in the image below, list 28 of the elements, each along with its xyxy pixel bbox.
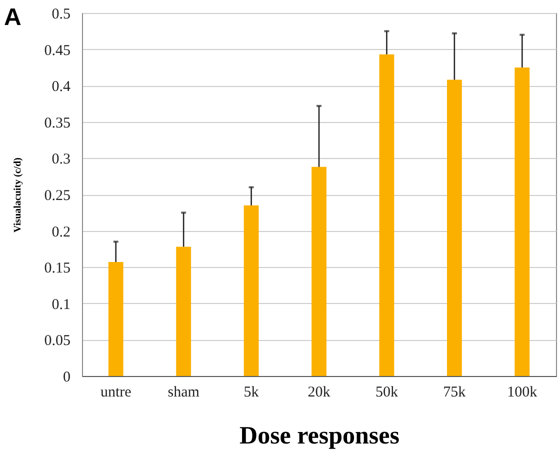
y-axis-title: Visualacuity (c/d) (12, 158, 24, 232)
y-tick-label: 0.15 (44, 260, 70, 277)
bar (176, 246, 192, 376)
y-tick-label: 0.35 (44, 115, 70, 132)
y-tick-label: 0.45 (44, 42, 70, 59)
y-tick-label: 0.4 (52, 79, 71, 96)
x-tick-label: 100k (507, 384, 538, 400)
y-tick-label: 0.25 (44, 188, 70, 204)
x-tick-label: 5k (244, 384, 260, 400)
y-tick-label: 0.05 (44, 333, 70, 350)
y-tick-label: 0.2 (52, 224, 70, 240)
bar (312, 166, 326, 376)
x-tick-label: 20k (308, 384, 331, 400)
y-tick-label: 0 (63, 370, 70, 386)
chart-title: A (4, 4, 22, 31)
bar (244, 205, 259, 376)
bar (108, 262, 124, 376)
bar (446, 80, 462, 376)
bar (514, 67, 530, 376)
x-tick-label: untre (100, 384, 132, 400)
y-tick-label: 0.3 (52, 152, 70, 168)
x-tick-label: 75k (443, 384, 466, 400)
x-tick-label: sham (168, 384, 200, 400)
y-tick-label: 0.1 (52, 296, 70, 313)
y-tick-label: 0.5 (52, 6, 70, 22)
bar (379, 54, 394, 376)
x-tick-label: 50k (375, 384, 398, 400)
x-axis-title: Dose responses (240, 422, 400, 450)
